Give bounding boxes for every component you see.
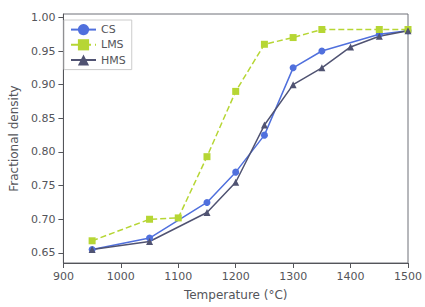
svg-text:LMS: LMS [101, 38, 124, 51]
svg-text:0.65: 0.65 [31, 246, 56, 259]
svg-text:Fractional density: Fractional density [7, 85, 21, 191]
svg-text:0.70: 0.70 [31, 213, 56, 226]
svg-text:1000: 1000 [107, 270, 135, 283]
svg-text:Temperature (°C): Temperature (°C) [183, 288, 288, 302]
svg-text:0.80: 0.80 [31, 145, 56, 158]
svg-text:CS: CS [101, 23, 116, 36]
svg-text:0.95: 0.95 [31, 45, 56, 58]
svg-text:1.00: 1.00 [31, 11, 56, 24]
svg-text:1200: 1200 [222, 270, 250, 283]
svg-text:0.75: 0.75 [31, 179, 56, 192]
svg-text:1100: 1100 [164, 270, 192, 283]
svg-text:1300: 1300 [279, 270, 307, 283]
svg-text:0.90: 0.90 [31, 78, 56, 91]
svg-text:1400: 1400 [337, 270, 365, 283]
svg-text:1500: 1500 [394, 270, 422, 283]
svg-text:HMS: HMS [101, 54, 126, 67]
svg-text:900: 900 [53, 270, 74, 283]
svg-text:0.85: 0.85 [31, 112, 56, 125]
